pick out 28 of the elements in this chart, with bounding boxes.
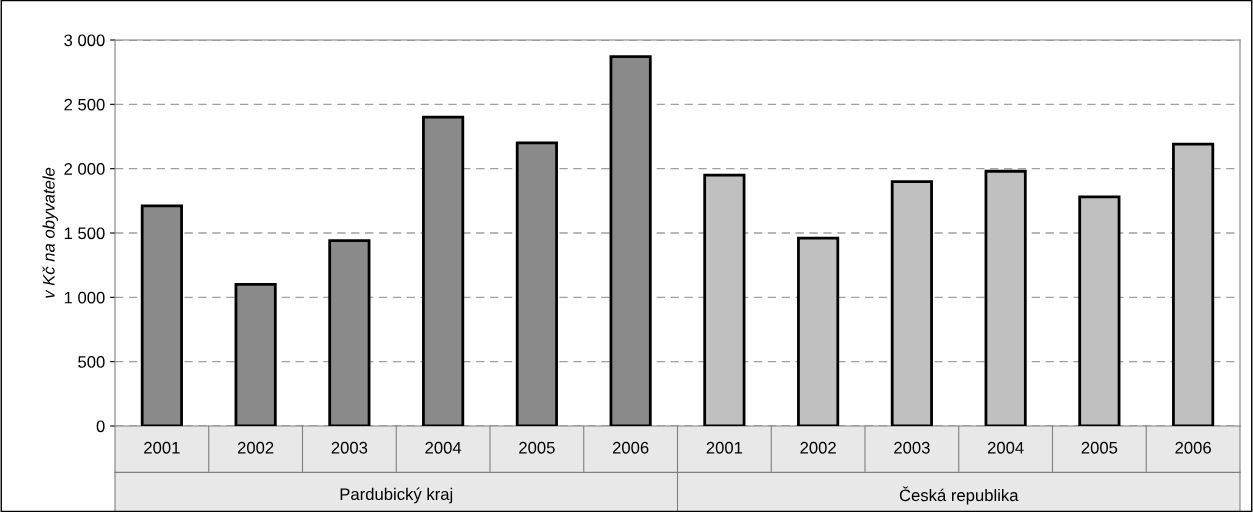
y-tick-label: 0 [96, 420, 105, 433]
y-axis-title: v Kč na obyvatele [42, 167, 59, 298]
x-tick-label: 2005 [519, 441, 555, 454]
x-tick-label: 2003 [894, 441, 930, 454]
x-tick-label: 2002 [237, 441, 274, 454]
bar [1078, 195, 1121, 426]
x-tick-label: 2002 [800, 441, 836, 454]
y-tick-label: 1 500 [64, 227, 105, 240]
bar [890, 180, 933, 426]
x-tick-label: 2003 [331, 441, 368, 454]
y-tick-label: 2 500 [64, 98, 105, 111]
bar [984, 169, 1027, 426]
bar [797, 236, 840, 426]
x-tick-label: 2006 [1175, 441, 1211, 454]
x-tick-label: 2001 [144, 441, 180, 454]
y-tick-label: 500 [78, 356, 105, 368]
x-tick-label: 2005 [1081, 441, 1118, 454]
bar [1172, 142, 1215, 426]
bar [703, 173, 746, 426]
x-tick-label: 2004 [425, 441, 462, 454]
x-tick-label: 2004 [987, 441, 1024, 454]
text: Pardubický kraj [340, 487, 453, 504]
y-tick-label: 2 000 [64, 163, 105, 175]
x-tick-label: 2001 [706, 441, 743, 454]
y-tick-label: 3 000 [64, 34, 105, 47]
x-tick-label: 2006 [612, 441, 649, 454]
text: Česká republika [899, 486, 1019, 505]
y-tick-label: 1 000 [64, 291, 105, 304]
